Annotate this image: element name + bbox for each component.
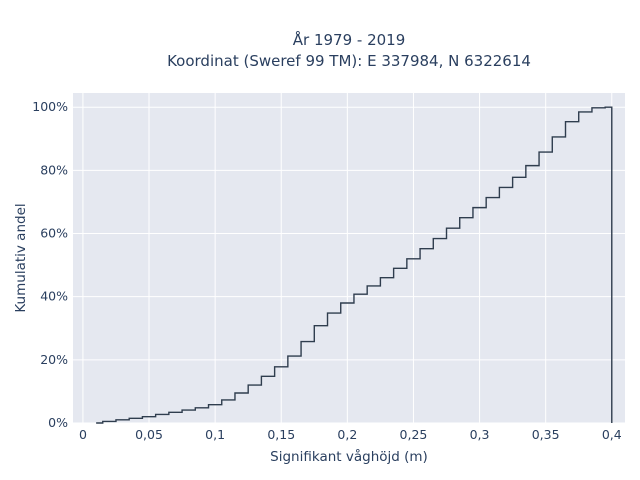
tick-labels: 0 0,05 0,1 0,15 0,2 0,25 0,3 0,35 0,4 0% 20% 40% 60%…	[32, 99, 622, 442]
y-axis-label: Kumulativ andel	[13, 203, 29, 312]
plot-area	[73, 93, 625, 423]
y-tick-label: 20%	[40, 352, 68, 367]
x-tick-label: 0	[79, 427, 87, 442]
y-tick-label: 80%	[40, 162, 68, 177]
y-tick-label: 60%	[40, 226, 68, 241]
gridlines	[73, 93, 625, 424]
y-tick-label: 40%	[40, 289, 68, 304]
x-tick-label: 0,25	[400, 427, 428, 442]
x-tick-label: 0,1	[205, 427, 225, 442]
x-tick-label: 0,15	[267, 427, 295, 442]
x-tick-label: 0,3	[470, 427, 490, 442]
chart-title-line-2: Koordinat (Sweref 99 TM): E 337984, N 63…	[167, 52, 531, 70]
x-axis-label: Signifikant våghöjd (m)	[270, 448, 428, 465]
x-tick-label: 0,05	[135, 427, 163, 442]
x-tick-label: 0,35	[532, 427, 560, 442]
y-tick-label: 100%	[32, 99, 68, 114]
x-tick-label: 0,4	[602, 427, 622, 442]
chart-title-line-1: År 1979 - 2019	[293, 30, 406, 49]
cumulative-step-line	[96, 106, 613, 424]
y-tick-label: 0%	[48, 415, 68, 430]
x-tick-label: 0,2	[337, 427, 357, 442]
